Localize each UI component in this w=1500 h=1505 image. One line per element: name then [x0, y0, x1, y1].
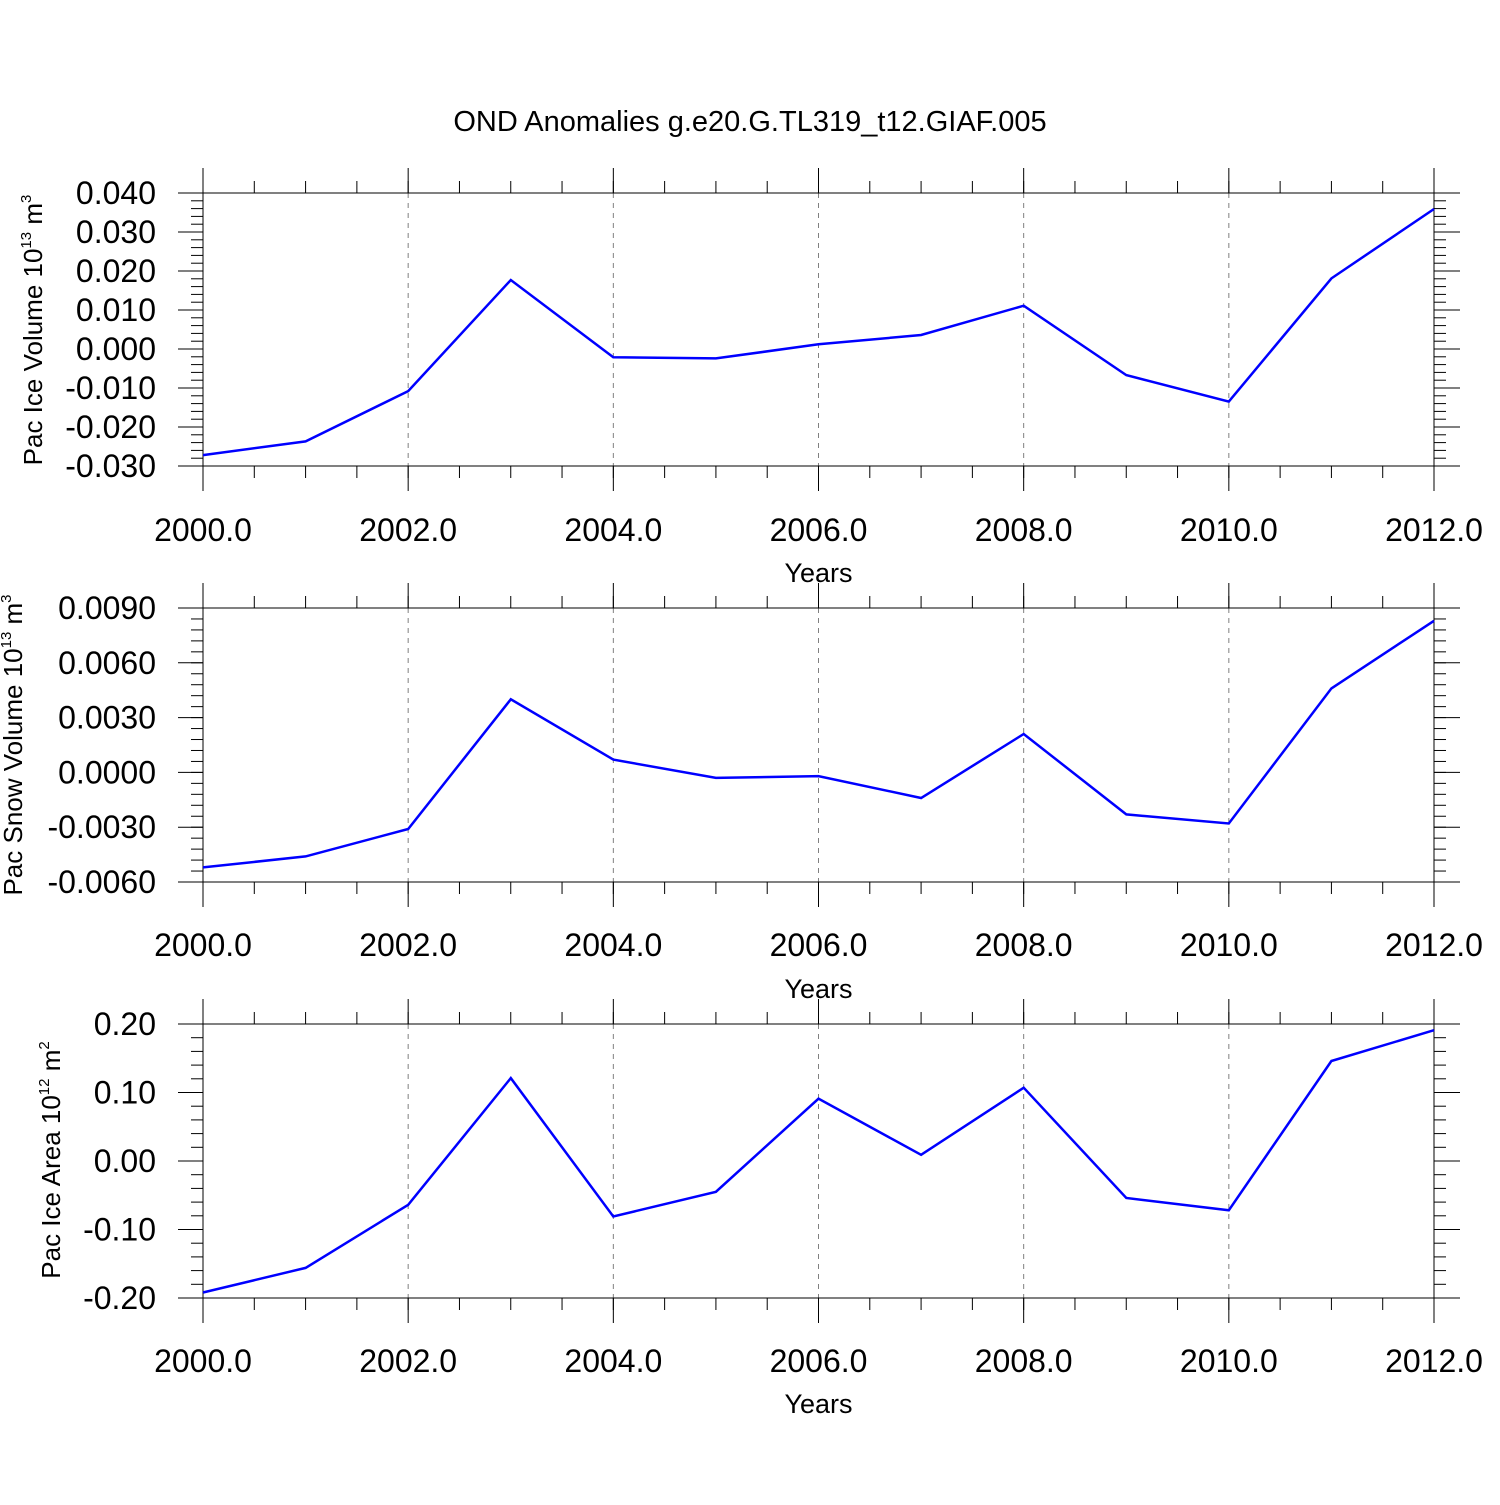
- x-tick-label: 2002.0: [359, 927, 457, 963]
- x-tick-label: 2000.0: [154, 1343, 252, 1379]
- x-tick-label: 2006.0: [770, 1343, 868, 1379]
- y-tick-label: 0.040: [76, 175, 156, 211]
- y-tick-label: 0.00: [94, 1143, 156, 1179]
- x-tick-label: 2000.0: [154, 927, 252, 963]
- x-tick-label: 2008.0: [975, 1343, 1073, 1379]
- x-tick-label: 2012.0: [1385, 927, 1483, 963]
- y-tick-label: -0.20: [83, 1280, 156, 1316]
- x-tick-label: 2008.0: [975, 512, 1073, 548]
- x-tick-label: 2010.0: [1180, 512, 1278, 548]
- x-tick-label: 2002.0: [359, 1343, 457, 1379]
- x-tick-label: 2010.0: [1180, 1343, 1278, 1379]
- y-tick-label: 0.0000: [58, 754, 156, 790]
- x-tick-label: 2004.0: [564, 512, 662, 548]
- y-tick-label: -0.020: [65, 409, 156, 445]
- x-tick-label: 2006.0: [770, 512, 868, 548]
- x-tick-label: 2000.0: [154, 512, 252, 548]
- y-tick-label: -0.0060: [47, 864, 156, 900]
- y-tick-label: -0.030: [65, 448, 156, 484]
- x-tick-label: 2006.0: [770, 927, 868, 963]
- x-tick-label: 2004.0: [564, 1343, 662, 1379]
- x-tick-label: 2010.0: [1180, 927, 1278, 963]
- x-tick-label: 2004.0: [564, 927, 662, 963]
- y-tick-label: -0.10: [83, 1212, 156, 1248]
- x-tick-label: 2012.0: [1385, 512, 1483, 548]
- y-tick-label: 0.010: [76, 292, 156, 328]
- y-tick-label: 0.0090: [58, 590, 156, 626]
- y-tick-label: 0.0060: [58, 645, 156, 681]
- y-tick-label: 0.0030: [58, 700, 156, 736]
- y-tick-label: 0.20: [94, 1006, 156, 1042]
- y-tick-label: -0.0030: [47, 809, 156, 845]
- y-tick-label: 0.020: [76, 253, 156, 289]
- x-tick-label: 2008.0: [975, 927, 1073, 963]
- x-axis-title: Years: [784, 1389, 852, 1419]
- y-tick-label: 0.030: [76, 214, 156, 250]
- y-tick-label: 0.000: [76, 331, 156, 367]
- y-tick-label: 0.10: [94, 1075, 156, 1111]
- figure-title: OND Anomalies g.e20.G.TL319_t12.GIAF.005: [453, 106, 1046, 138]
- x-tick-label: 2002.0: [359, 512, 457, 548]
- x-tick-label: 2012.0: [1385, 1343, 1483, 1379]
- y-tick-label: -0.010: [65, 370, 156, 406]
- y-axis-title: Pac Ice Area 1012 m2: [36, 1041, 66, 1278]
